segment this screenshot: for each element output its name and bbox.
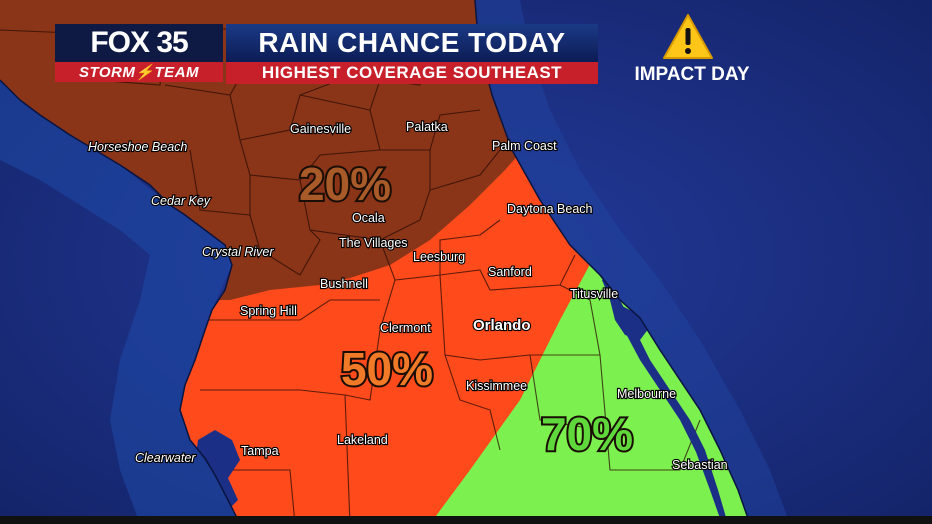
city-gainesville: Gainesville (290, 122, 351, 136)
impact-day-label: IMPACT DAY (634, 64, 750, 85)
tampa-bay (195, 430, 240, 512)
city-clearwater: Clearwater (135, 451, 196, 465)
city-sebastian: Sebastian (672, 458, 728, 472)
logo-text: FOX 35 (90, 26, 188, 59)
bottom-bar (0, 516, 932, 524)
pct-label-central: 50% (341, 343, 433, 395)
city-palatka: Palatka (406, 120, 448, 134)
city-leesburg: Leesburg (413, 250, 465, 264)
gulf-coastline (0, 79, 241, 524)
city-kissimmee: Kissimmee (466, 379, 527, 393)
storm-team-badge: STORM⚡TEAM (55, 62, 223, 82)
city-daytona-beach: Daytona Beach (507, 202, 593, 216)
city-the-villages: The Villages (339, 236, 408, 250)
storm-team-text: STORM⚡TEAM (78, 64, 200, 81)
atlantic-coastline (474, 0, 751, 524)
city-spring-hill: Spring Hill (240, 304, 297, 318)
gulf-shelf (0, 80, 240, 524)
city-sanford: Sanford (488, 265, 532, 279)
page-subtitle: HIGHEST COVERAGE SOUTHEAST (261, 63, 563, 82)
zone-southeast (430, 255, 750, 524)
city-cedar-key: Cedar Key (151, 194, 211, 208)
city-palm-coast: Palm Coast (492, 139, 557, 153)
page-title: RAIN CHANCE TODAY (258, 27, 566, 58)
fox35-logo: FOX 35 (55, 24, 223, 62)
city-orlando: Orlando (473, 317, 531, 334)
city-titusville: Titusville (570, 287, 618, 301)
city-horseshoe-beach: Horseshoe Beach (88, 140, 187, 154)
city-clermont: Clermont (380, 321, 431, 335)
city-lakeland: Lakeland (337, 433, 388, 447)
city-ocala: Ocala (352, 211, 385, 225)
warning-triangle-icon (663, 14, 713, 59)
pct-label-north: 20% (299, 158, 391, 210)
city-crystal-river: Crystal River (202, 245, 274, 259)
city-bushnell: Bushnell (320, 277, 368, 291)
city-labels: Gainesville Palatka Horseshoe Beach Palm… (87, 119, 729, 473)
title-banner: RAIN CHANCE TODAY (226, 24, 598, 62)
pct-label-southeast: 70% (541, 408, 633, 460)
city-tampa: Tampa (241, 444, 279, 458)
atlantic-shelf (475, 0, 790, 524)
city-melbourne: Melbourne (617, 387, 676, 401)
subtitle-banner: HIGHEST COVERAGE SOUTHEAST (226, 62, 598, 84)
